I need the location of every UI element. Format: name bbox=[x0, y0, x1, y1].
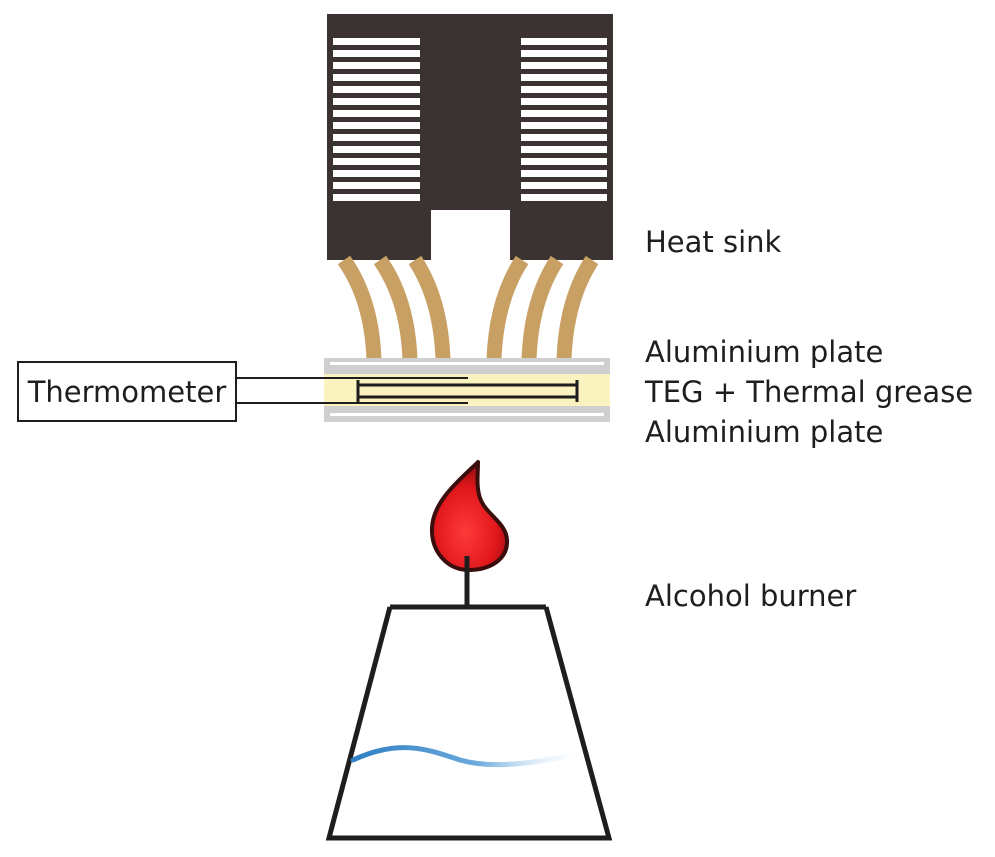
right-fin bbox=[521, 62, 607, 69]
left-fin bbox=[333, 86, 420, 93]
right-fin bbox=[521, 182, 607, 189]
teg-thermal-grease-layer bbox=[324, 374, 610, 406]
right-fin bbox=[521, 146, 607, 153]
left-fin bbox=[333, 146, 420, 153]
left-fin bbox=[333, 38, 420, 45]
heat-pipe-right-3 bbox=[556, 255, 599, 361]
thermometer-box: Thermometer bbox=[17, 361, 237, 422]
heat-sink-core bbox=[421, 14, 517, 210]
heat-pipe-left-2 bbox=[373, 255, 418, 361]
right-fin bbox=[521, 98, 607, 105]
aluminium-plate-bottom-highlight bbox=[330, 413, 604, 416]
right-fin bbox=[521, 194, 607, 201]
left-fin bbox=[333, 74, 420, 81]
flame bbox=[429, 460, 509, 607]
left-fin bbox=[333, 158, 420, 165]
right-fin bbox=[521, 158, 607, 165]
right-fin bbox=[521, 170, 607, 177]
alcohol-level bbox=[350, 745, 581, 768]
alcohol-burner-label: Alcohol burner bbox=[645, 579, 857, 613]
heat-sink bbox=[327, 14, 613, 260]
heat-pipe-right-1 bbox=[486, 255, 529, 361]
heat-pipes bbox=[337, 255, 599, 361]
left-fin bbox=[333, 170, 420, 177]
left-fin bbox=[333, 110, 420, 117]
right-fin bbox=[521, 122, 607, 129]
heat-pipe-left-1 bbox=[337, 255, 382, 361]
heat-sink-notch bbox=[431, 210, 510, 260]
right-fin bbox=[521, 50, 607, 57]
thermometer-label: Thermometer bbox=[27, 374, 227, 409]
left-fin bbox=[333, 194, 420, 201]
aluminium-plate-bottom-label: Aluminium plate bbox=[645, 415, 884, 449]
aluminium-plate-top bbox=[324, 358, 610, 374]
aluminium-plate-top-label: Aluminium plate bbox=[645, 335, 884, 369]
left-fin bbox=[333, 98, 420, 105]
left-fin bbox=[333, 134, 420, 141]
left-fin bbox=[333, 122, 420, 129]
right-fin bbox=[521, 134, 607, 141]
plate-stack bbox=[324, 358, 610, 422]
thermometer-wires bbox=[237, 377, 468, 404]
teg-grease-label: TEG + Thermal grease bbox=[645, 375, 974, 409]
heat-sink-fins bbox=[333, 38, 607, 201]
left-fin bbox=[333, 182, 420, 189]
right-fin bbox=[521, 110, 607, 117]
aluminium-plate-top-highlight bbox=[330, 362, 604, 365]
heat-sink-label: Heat sink bbox=[645, 225, 782, 259]
heat-pipe-right-2 bbox=[521, 255, 564, 361]
right-fin bbox=[521, 38, 607, 45]
burner-body bbox=[325, 606, 613, 841]
alcohol-burner bbox=[325, 604, 613, 841]
left-fin bbox=[333, 50, 420, 57]
left-fin bbox=[333, 62, 420, 69]
flame-shape bbox=[429, 460, 509, 572]
right-fin bbox=[521, 86, 607, 93]
right-fin bbox=[521, 74, 607, 81]
heat-pipe-left-3 bbox=[408, 255, 451, 361]
